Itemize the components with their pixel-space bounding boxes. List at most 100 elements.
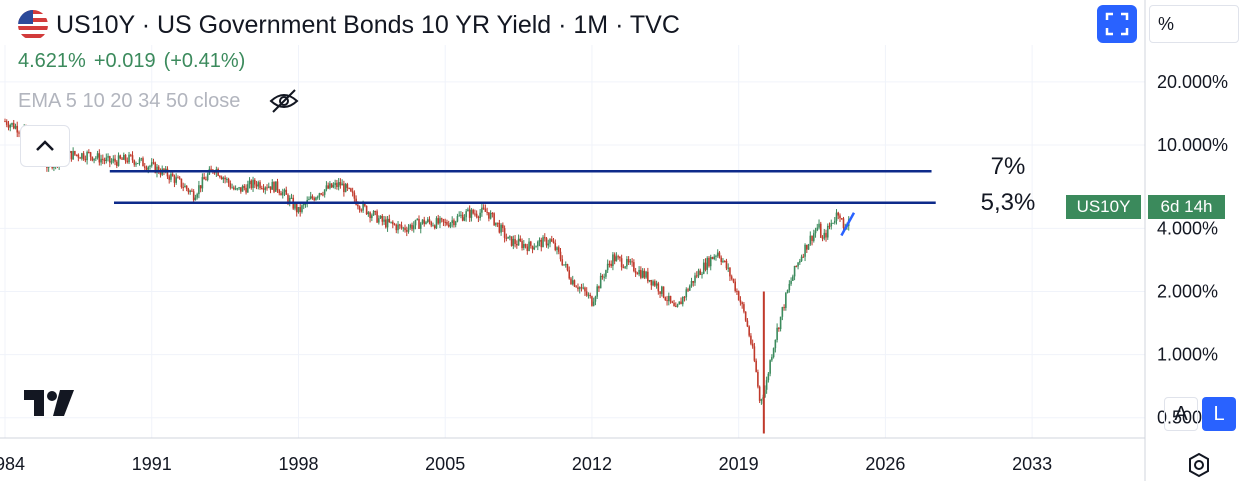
candle-body [192,191,195,201]
candle-body [367,212,370,215]
candle-body [732,278,735,282]
indicator-label[interactable]: EMA 5 10 20 34 50 close [18,89,241,112]
candle-body [213,172,216,174]
candle-body [196,194,198,198]
candle-body [477,216,480,219]
gear-icon[interactable] [1186,452,1212,478]
candle-body [582,287,585,289]
candle-body [143,166,146,168]
candle-body [327,185,329,189]
candle-body [542,237,544,248]
candle-body [818,223,820,228]
candle-body [397,224,399,231]
candle-body [453,220,455,226]
candle-body [764,389,766,398]
candle-body [585,291,588,296]
candle-body [152,162,155,164]
candle-body [837,212,840,216]
candle-body [484,208,487,212]
candle-body [638,269,640,275]
candle-body [353,192,356,199]
percent-scale-button[interactable]: % [1149,5,1239,43]
candle-body [531,245,534,250]
candle-body [254,179,256,185]
indicator-legend[interactable]: EMA 5 10 20 34 50 close [18,88,300,114]
candle-body [559,251,562,260]
candle-body [825,232,827,238]
candle-body [4,121,6,123]
candle-body [177,177,179,179]
candle-body [800,256,803,261]
candle-body [351,191,354,193]
candle-body [624,266,626,268]
candle-body [121,158,123,160]
candle-body [641,270,644,278]
time-axis[interactable]: 1984 1991 1998 2005 2012 2019 2026 2033 [0,437,1145,474]
candle-body [657,283,660,292]
candle-body [806,244,808,250]
log-scale-button[interactable]: L [1202,397,1236,431]
candle-body [241,186,244,192]
candle-body [398,224,401,226]
candle-body [496,222,499,224]
candle-body [309,196,312,200]
candle-body [7,124,10,128]
candle-body [655,283,658,286]
candle-body [229,183,232,188]
drawn-segment[interactable] [840,212,856,237]
candle-body [744,311,747,321]
candle-body [463,217,466,221]
candle-body [828,225,831,227]
candle-body [128,154,130,163]
candle-body [222,177,225,180]
candle-body [409,224,412,228]
auto-scale-button[interactable]: A [1164,397,1198,431]
candle-body [360,209,363,211]
candle-body [821,237,824,239]
candle-body [77,154,80,158]
candle-body [115,161,118,166]
candle-body [147,166,150,170]
candle-body [150,162,153,166]
candle-body [236,188,239,190]
eye-off-icon[interactable] [268,88,300,114]
candle-body [816,227,819,231]
candle-body [814,230,817,234]
candle-body [383,219,385,222]
candle-body [122,154,125,160]
candle-body [16,125,19,133]
candle-body [446,222,448,225]
candle-body [580,287,583,289]
candle-body [390,221,392,223]
candle-body [252,179,254,188]
candle-body [138,159,141,164]
candle-body [652,281,654,286]
fullscreen-button[interactable] [1097,5,1137,43]
candle-body [725,260,728,269]
collapse-legend-button[interactable] [20,125,70,167]
price-change-pct: (+0.41%) [163,50,246,72]
candle-body [631,261,633,263]
candle-body [695,275,698,277]
candle-body [411,224,413,230]
tradingview-logo[interactable] [24,390,74,416]
candle-body [776,327,778,340]
candle-body [154,162,157,173]
candle-body [425,222,427,225]
candle-body [376,211,378,223]
candle-body [643,270,646,278]
candle-body [112,158,115,162]
candle-body [505,237,508,239]
candle-body [460,214,462,216]
candle-body [257,182,260,187]
candle-body [629,261,632,263]
candle-body [723,260,726,262]
candle-body [592,301,595,306]
candle-body [648,280,651,282]
candle-body [823,232,826,239]
candle-body [418,218,420,229]
candle-body [315,197,317,201]
symbol-title[interactable]: US10Y · US Government Bonds 10 YR Yield … [56,10,680,39]
candle-body [587,294,590,296]
